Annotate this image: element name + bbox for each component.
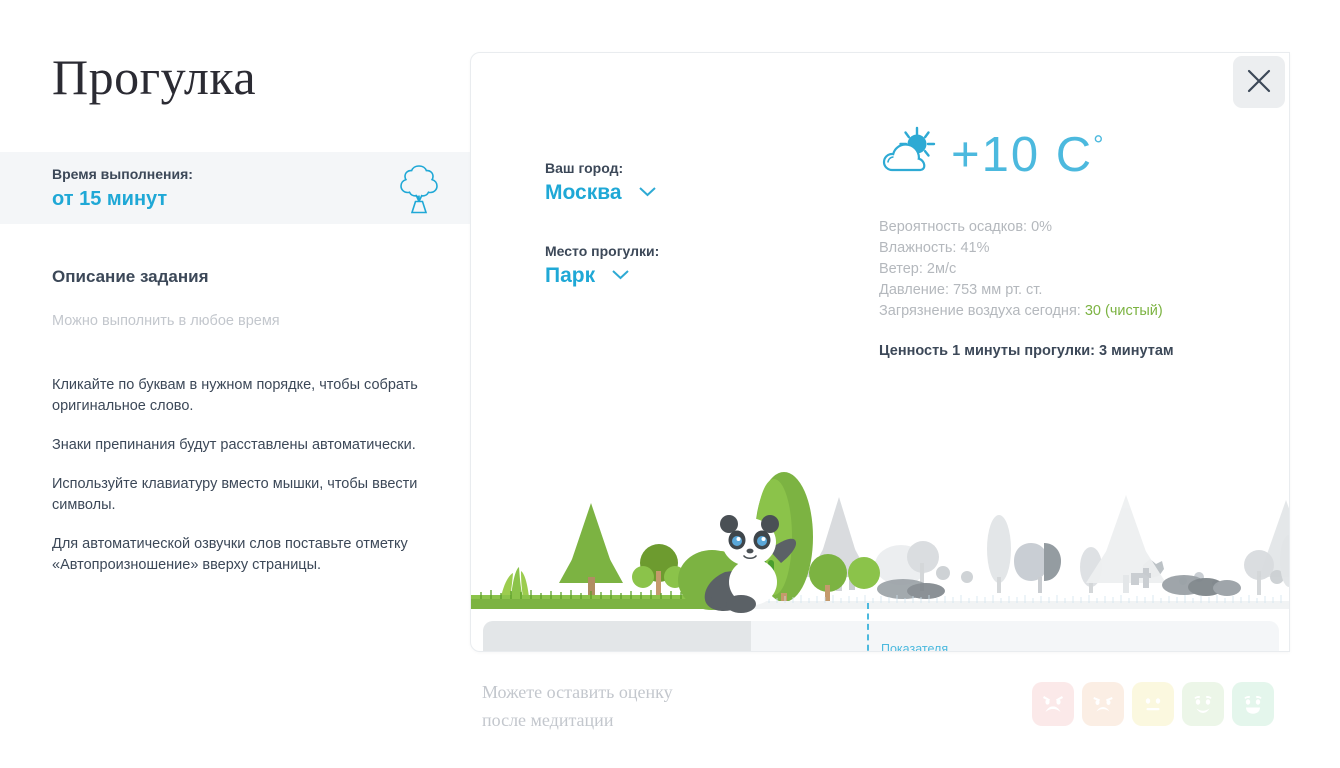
place-selector[interactable]: Парк xyxy=(545,264,630,288)
weather-detail-label: Давление: xyxy=(879,282,954,298)
close-button[interactable] xyxy=(1233,56,1285,108)
rating-prompt: Можете оставить оценку после медитации xyxy=(482,678,673,734)
slider-track[interactable] xyxy=(483,621,1279,651)
description-subtitle: Можно выполнить в любое время xyxy=(52,313,280,329)
weather-detail-value: 41% xyxy=(960,240,990,256)
page-title: Прогулка xyxy=(52,49,257,105)
execution-time-block: Время выполнения: от 15 минут xyxy=(0,152,470,224)
city-selector-value: Москва xyxy=(545,181,622,204)
forest-scene xyxy=(471,425,1289,615)
rating-option-sad[interactable] xyxy=(1082,682,1124,726)
description-paragraphs: Кликайте по буквам в нужном порядке, что… xyxy=(52,375,432,594)
rating-option-angry[interactable] xyxy=(1032,682,1074,726)
description-heading: Описание задания xyxy=(52,267,209,286)
weather-detail-label: Влажность: xyxy=(879,240,961,256)
chevron-down-icon xyxy=(611,267,630,285)
air-quality-label: Загрязнение воздуха сегодня: xyxy=(879,303,1085,319)
weather-detail-label: Ветер: xyxy=(879,261,927,277)
rating-prompt-line2: после медитации xyxy=(482,710,614,730)
chevron-down-icon xyxy=(638,184,657,202)
description-paragraph: Для автоматической озвучки слов поставьт… xyxy=(52,536,408,573)
weather-detail-row: Ветер: 2м/с xyxy=(879,259,1163,280)
air-quality-row: Загрязнение воздуха сегодня: 30 (чистый) xyxy=(879,301,1163,322)
weather-detail-label: Вероятность осадков: xyxy=(879,219,1032,235)
duration-slider[interactable]: 5 мин 30 мин 10 мин Показателя, который … xyxy=(483,603,1279,652)
walk-panel: Ваш город: Москва Место прогулки: Парк xyxy=(470,52,1290,652)
place-selector-label: Место прогулки: xyxy=(545,243,660,259)
weather-temperature: +10 C° xyxy=(951,127,1106,182)
tree-icon xyxy=(388,158,450,220)
rating-prompt-line1: Можете оставить оценку xyxy=(482,682,673,702)
close-icon xyxy=(1245,67,1273,98)
weather-detail-value: 753 мм рт. ст. xyxy=(953,282,1043,298)
weather-detail-value: 2м/с xyxy=(926,261,957,277)
slider-goal-marker xyxy=(867,603,869,651)
slider-goal-label: Показателя, который надо достигнуть xyxy=(881,642,952,652)
description-paragraph: Знаки препинания будут расставлены автом… xyxy=(52,437,416,453)
smile-face-icon xyxy=(1188,688,1218,721)
panel-right-edge xyxy=(1289,52,1290,652)
weather-detail-row: Вероятность осадков: 0% xyxy=(879,217,1163,238)
weather-header: +10 C° xyxy=(879,123,1106,186)
weather-detail-value: 0% xyxy=(1031,219,1053,235)
execution-time-label: Время выполнения: xyxy=(52,166,193,182)
description-paragraph: Используйте клавиатуру вместо мышки, что… xyxy=(52,476,418,513)
description-paragraph: Кликайте по буквам в нужном порядке, что… xyxy=(52,377,418,414)
weather-details: Вероятность осадков: 0% Влажность: 41% В… xyxy=(879,217,1163,322)
rating-options xyxy=(1032,682,1274,726)
panda-mascot xyxy=(678,515,797,613)
air-quality-value: 30 (чистый) xyxy=(1084,303,1163,319)
neutral-face-icon xyxy=(1138,688,1168,721)
execution-time-value: от 15 минут xyxy=(52,188,168,210)
city-selector-label: Ваш город: xyxy=(545,160,624,176)
weather-detail-row: Давление: 753 мм рт. ст. xyxy=(879,280,1163,301)
weather-detail-row: Влажность: 41% xyxy=(879,238,1163,259)
left-column: Прогулка Время выполнения: от 15 минут О… xyxy=(0,0,470,768)
sad-face-icon xyxy=(1088,688,1118,721)
angry-face-icon xyxy=(1038,688,1068,721)
walk-value-note: Ценность 1 минуты прогулки: 3 минутам xyxy=(879,343,1174,359)
rating-option-happy[interactable] xyxy=(1232,682,1274,726)
happy-face-icon xyxy=(1238,688,1268,721)
place-selector-value: Парк xyxy=(545,264,596,287)
sun-behind-cloud-icon xyxy=(879,123,941,186)
slider-fill xyxy=(483,621,751,651)
rating-option-smile[interactable] xyxy=(1182,682,1224,726)
city-selector[interactable]: Москва xyxy=(545,181,657,205)
rating-option-neutral[interactable] xyxy=(1132,682,1174,726)
